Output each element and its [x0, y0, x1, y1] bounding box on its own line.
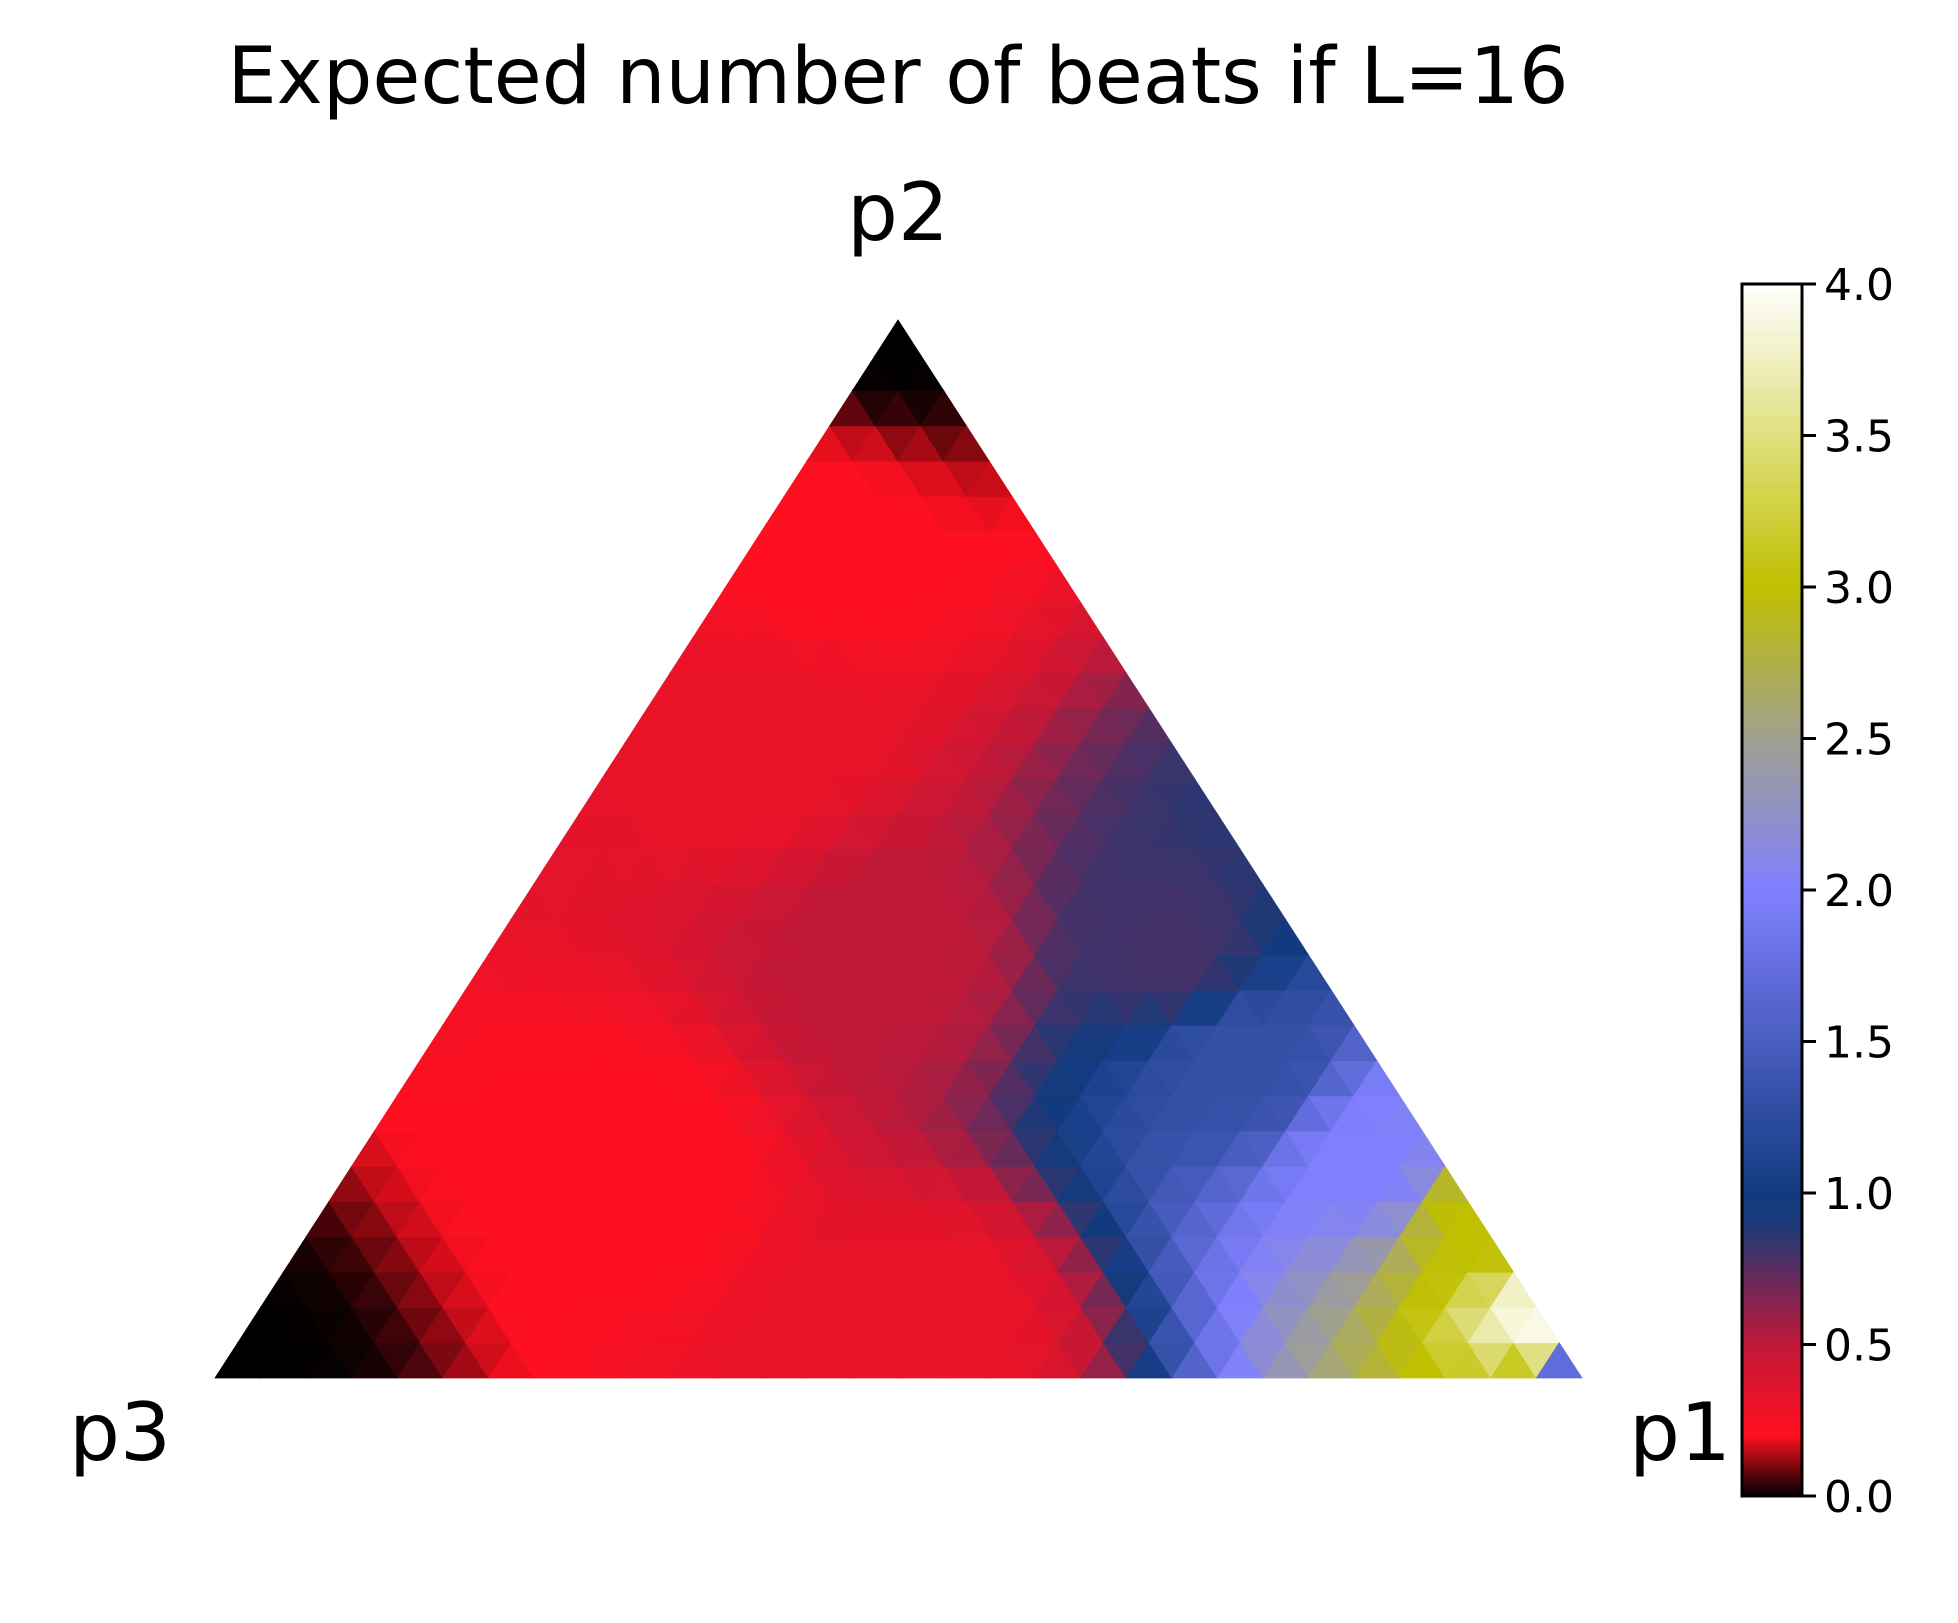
colorbar-tick-label: 1.0	[1824, 1169, 1894, 1220]
heatmap-cell	[874, 319, 922, 356]
colorbar-tick-label: 0.0	[1824, 1472, 1894, 1523]
heatmap-cell	[1444, 1200, 1492, 1238]
colorbar-tick-label: 3.0	[1824, 563, 1894, 614]
colorbar-tick-label: 2.5	[1824, 715, 1894, 766]
colorbar-tick-label: 0.5	[1824, 1321, 1894, 1372]
heatmap-cell	[1193, 812, 1241, 850]
heatmap-cell	[1216, 848, 1264, 885]
heatmap-cell	[1376, 1095, 1424, 1132]
heatmap-cell	[1467, 1236, 1515, 1273]
heatmap-cell	[1490, 1271, 1538, 1308]
colorbar-ticks: 0.0 0.5 1.0 1.5 2.0 2.5 3.0 3.5 4.0	[1802, 260, 1894, 1523]
heatmap-cell	[1398, 1130, 1446, 1167]
vertex-label-p1: p1	[1629, 1386, 1731, 1479]
colorbar: 0.0 0.5 1.0 1.5 2.0 2.5 3.0 3.5 4.0	[1740, 260, 1894, 1523]
heatmap-cell	[1284, 954, 1332, 991]
heatmap-cell	[1239, 883, 1287, 920]
heatmap-cell	[1034, 566, 1082, 603]
heatmap-cell	[1079, 636, 1127, 674]
heatmap-cell	[1421, 1165, 1469, 1203]
vertex-label-p3: p3	[69, 1386, 171, 1479]
heatmap-cell	[965, 460, 1013, 497]
heatmap-cell	[1262, 918, 1310, 956]
colorbar-tick-label: 3.5	[1824, 412, 1894, 463]
heatmap-cell	[1148, 742, 1196, 779]
ternary-heatmap-mesh	[214, 319, 1583, 1379]
heatmap-cell	[920, 389, 968, 427]
heatmap-cell	[1056, 601, 1104, 638]
heatmap-cell	[988, 495, 1036, 532]
heatmap-cell	[1125, 707, 1173, 744]
heatmap-cell	[1512, 1306, 1560, 1344]
vertex-label-p2: p2	[847, 166, 949, 259]
heatmap-cell	[1170, 777, 1218, 815]
heatmap-cell	[1102, 671, 1150, 709]
colorbar-tick-label: 2.0	[1824, 866, 1894, 917]
heatmap-cell	[1011, 530, 1059, 568]
colorbar-tick-label: 1.5	[1824, 1018, 1894, 1069]
heatmap-cell	[942, 425, 990, 462]
heatmap-cell	[1330, 1024, 1378, 1061]
chart-title: Expected number of beats if L=16	[227, 32, 1568, 122]
colorbar-tick-label: 4.0	[1824, 260, 1894, 311]
heatmap-cell	[897, 354, 945, 391]
heatmap-cell	[1353, 1059, 1401, 1097]
heatmap-cell	[1535, 1341, 1583, 1379]
colorbar-gradient	[1740, 282, 1804, 1498]
heatmap-cell	[1307, 989, 1355, 1026]
